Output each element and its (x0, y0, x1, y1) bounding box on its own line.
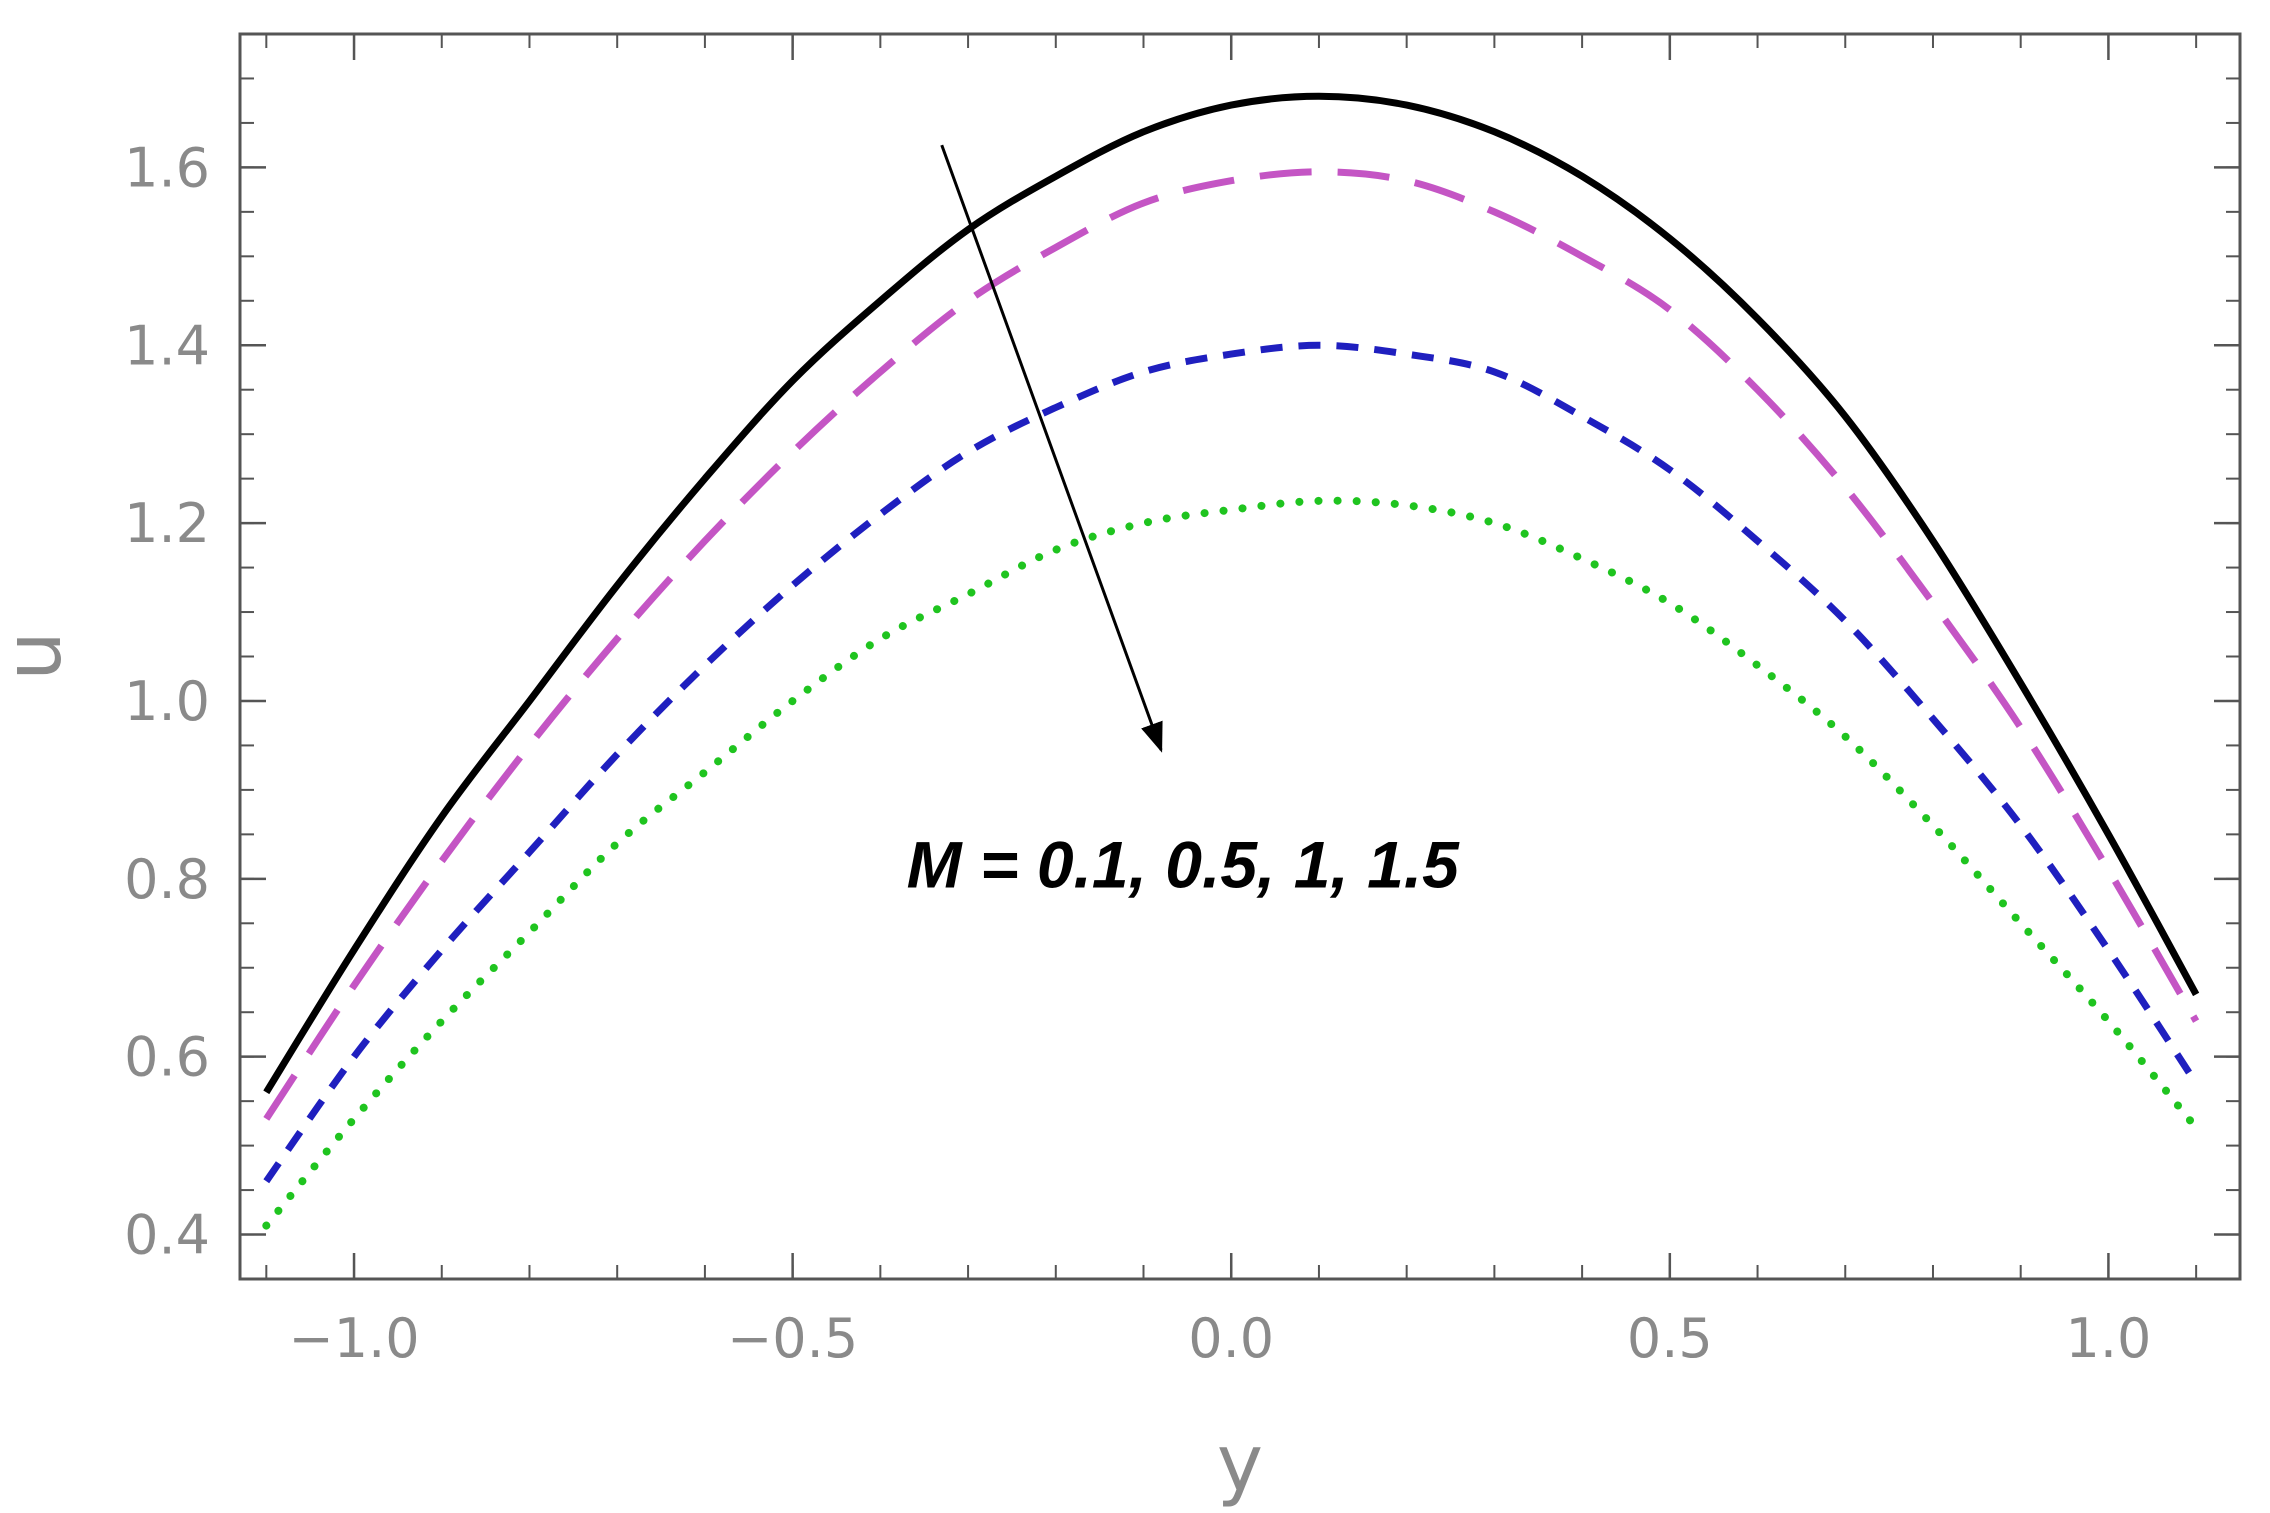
series-line-4 (262, 496, 2201, 1230)
series-line-1 (263, 92, 2200, 1095)
y-tick-label: 1.0 (124, 670, 210, 733)
plot-frame (238, 32, 2242, 1281)
tick-labels: −1.0 −0.5 0.0 0.5 1.0 0.4 0.6 0.8 1.0 1.2 1.4 1.6 (124, 136, 2151, 1370)
x-axis-title: y (1217, 1419, 1263, 1509)
y-tick-label: 1.6 (124, 136, 210, 199)
y-tick-label: 0.8 (124, 848, 210, 911)
y-tick-label: 0.6 (124, 1026, 210, 1089)
y-tick-label: 1.2 (124, 492, 210, 555)
y-tick-label: 0.4 (124, 1204, 210, 1267)
y-axis-title: u (0, 631, 79, 680)
x-tick-label: 0.5 (1627, 1307, 1713, 1370)
annotation-arrow (940, 144, 1163, 753)
x-tick-label: 1.0 (2065, 1307, 2151, 1370)
series-line-3 (263, 341, 2200, 1184)
axis-ticks (240, 33, 2240, 1280)
x-tick-label: −0.5 (727, 1307, 858, 1370)
annotation-label: M = 0.1, 0.5, 1, 1.5 (907, 828, 1460, 902)
x-tick-label: −1.0 (288, 1307, 419, 1370)
x-tick-label: 0.0 (1188, 1307, 1274, 1370)
y-tick-label: 1.4 (124, 314, 210, 377)
series-layer (262, 92, 2201, 1230)
series-line-2 (263, 168, 2200, 1121)
